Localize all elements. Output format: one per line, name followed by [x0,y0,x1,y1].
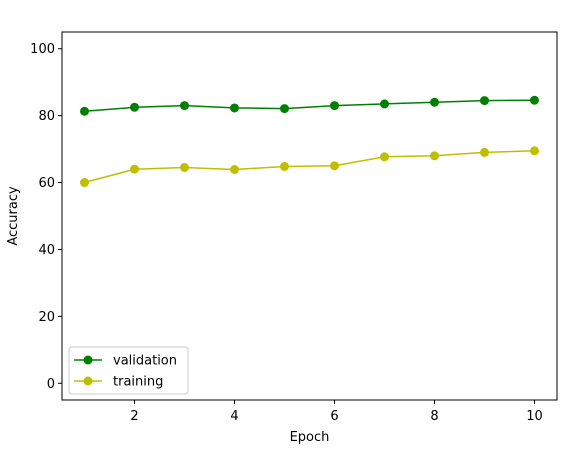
legend-label-validation: validation [113,354,177,369]
data-point-training [380,152,389,162]
data-point-training [130,164,139,174]
data-point-validation [180,101,189,111]
y-tick-label: 60 [38,176,55,191]
x-tick-label: 8 [430,409,438,424]
x-axis-ticks: 2 4 6 8 10 [130,400,543,424]
legend: validation training [68,346,189,395]
series-layer [80,95,539,188]
plot-area [62,32,557,400]
legend-marker-validation [83,355,93,365]
plot-frame [61,31,558,401]
x-tick-label: 10 [526,409,543,424]
legend-label-training: training [113,375,163,390]
legend-marker-training [83,376,93,386]
data-point-validation [130,102,139,112]
data-point-validation [430,97,439,107]
x-tick-label: 2 [130,409,138,424]
series-line-validation [84,99,535,113]
data-point-training [180,162,189,172]
y-tick-label: 20 [38,310,55,325]
data-point-training [280,161,289,171]
y-axis-ticks: 0 20 40 60 80 100 [30,42,62,392]
y-axis-label: Accuracy [6,186,21,246]
data-point-validation [280,104,289,114]
x-tick-label: 4 [230,409,238,424]
data-point-validation [230,103,239,113]
data-point-training [230,164,239,174]
data-point-validation [80,106,89,116]
y-tick-label: 100 [30,42,55,57]
data-point-validation [530,95,539,105]
y-tick-label: 0 [47,377,55,392]
x-axis-label: Epoch [290,430,330,445]
data-point-training [80,178,89,188]
data-point-training [430,151,439,161]
data-point-validation [380,99,389,109]
data-point-validation [330,101,339,111]
y-tick-label: 40 [38,243,55,258]
legend-box [68,346,189,395]
data-point-validation [480,96,489,106]
data-point-training [530,146,539,156]
x-tick-label: 6 [330,409,338,424]
series-line-training [84,150,535,184]
data-point-training [480,147,489,157]
data-point-training [330,161,339,171]
y-tick-label: 80 [38,109,55,124]
